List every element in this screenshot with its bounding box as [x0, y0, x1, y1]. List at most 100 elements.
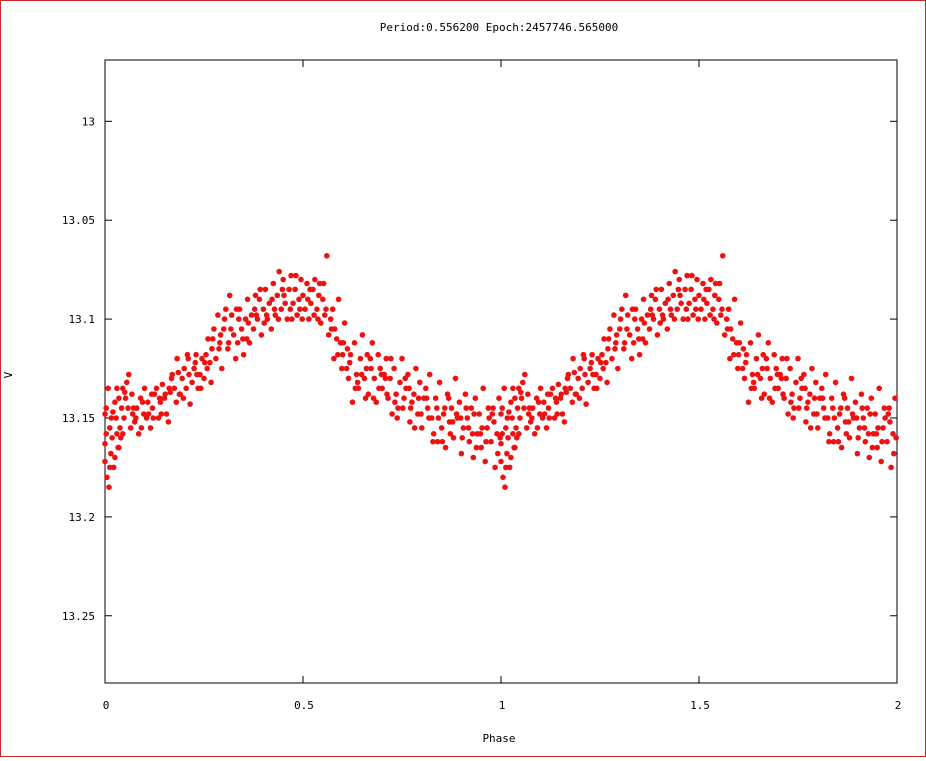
data-point: [522, 371, 528, 378]
data-point: [575, 375, 581, 382]
data-point: [413, 365, 419, 372]
data-point: [409, 399, 415, 406]
data-point: [561, 419, 568, 425]
data-point: [135, 431, 142, 437]
data-point: [244, 336, 250, 342]
data-point: [193, 351, 199, 358]
data-point: [114, 385, 120, 392]
data-point: [747, 340, 754, 346]
data-point: [526, 405, 533, 411]
data-point: [571, 369, 578, 376]
data-point: [755, 332, 762, 338]
data-point: [590, 371, 596, 378]
data-point: [890, 431, 896, 437]
data-point: [653, 286, 659, 293]
data-point: [458, 450, 465, 457]
data-point: [838, 444, 845, 451]
data-point: [465, 425, 472, 431]
data-point: [436, 379, 443, 386]
data-point: [344, 346, 351, 352]
data-point: [484, 425, 490, 431]
data-point: [159, 381, 166, 388]
data-point: [402, 375, 409, 382]
data-point: [785, 411, 791, 417]
data-point: [207, 359, 213, 366]
data-point: [187, 401, 193, 407]
data-point: [318, 320, 324, 326]
data-point: [628, 355, 635, 362]
data-point: [852, 399, 859, 406]
data-point: [815, 425, 821, 431]
data-point: [767, 375, 774, 382]
data-point: [830, 405, 836, 411]
data-point: [361, 375, 368, 382]
data-point: [393, 391, 399, 398]
data-point: [353, 371, 360, 378]
data-point: [835, 438, 842, 445]
data-point: [797, 395, 803, 402]
data-point: [242, 316, 249, 322]
data-point: [302, 306, 308, 313]
data-point: [289, 316, 295, 322]
data-point: [544, 391, 551, 398]
data-point: [763, 355, 770, 362]
data-point: [831, 415, 838, 421]
data-point: [368, 365, 374, 372]
data-point: [180, 395, 187, 402]
data-point: [359, 332, 366, 338]
data-point: [689, 272, 695, 279]
data-point: [106, 484, 112, 491]
data-point: [110, 409, 116, 415]
data-point: [472, 395, 479, 402]
data-point: [858, 391, 865, 398]
data-point: [576, 395, 583, 402]
data-point: [279, 286, 286, 293]
data-point: [696, 292, 702, 299]
data-point: [719, 306, 725, 313]
data-point: [589, 351, 595, 358]
data-point: [488, 438, 494, 445]
data-point: [333, 336, 340, 342]
data-point: [165, 419, 172, 425]
data-point: [430, 431, 437, 437]
data-point: [311, 312, 317, 318]
data-point: [145, 399, 151, 406]
data-point: [205, 336, 211, 342]
data-points: [102, 253, 899, 491]
data-point: [156, 395, 163, 402]
data-point: [365, 391, 372, 398]
data-point: [714, 320, 720, 326]
data-point: [223, 306, 229, 313]
data-point: [150, 415, 157, 421]
data-point: [268, 326, 275, 332]
data-point: [323, 306, 329, 313]
data-point: [875, 425, 881, 431]
data-point: [545, 405, 552, 411]
data-point: [652, 296, 659, 303]
data-point: [721, 332, 728, 338]
data-point: [358, 371, 365, 378]
data-point: [712, 280, 719, 287]
data-point: [672, 268, 678, 275]
data-point: [392, 399, 398, 406]
data-point: [339, 351, 346, 358]
data-point: [102, 411, 108, 417]
data-point: [694, 276, 700, 283]
data-point: [562, 385, 568, 392]
data-point: [112, 399, 118, 406]
data-point: [399, 355, 405, 362]
data-point: [189, 379, 195, 386]
data-point: [885, 411, 892, 417]
data-point: [250, 326, 257, 332]
data-point: [641, 320, 648, 326]
data-point: [543, 425, 550, 431]
data-point: [683, 306, 690, 313]
data-point: [629, 306, 636, 313]
data-point: [529, 415, 535, 421]
data-point: [388, 355, 394, 362]
data-point: [741, 375, 748, 382]
data-point: [145, 411, 152, 417]
data-point: [521, 405, 527, 411]
data-point: [275, 316, 282, 322]
data-point: [261, 320, 268, 326]
